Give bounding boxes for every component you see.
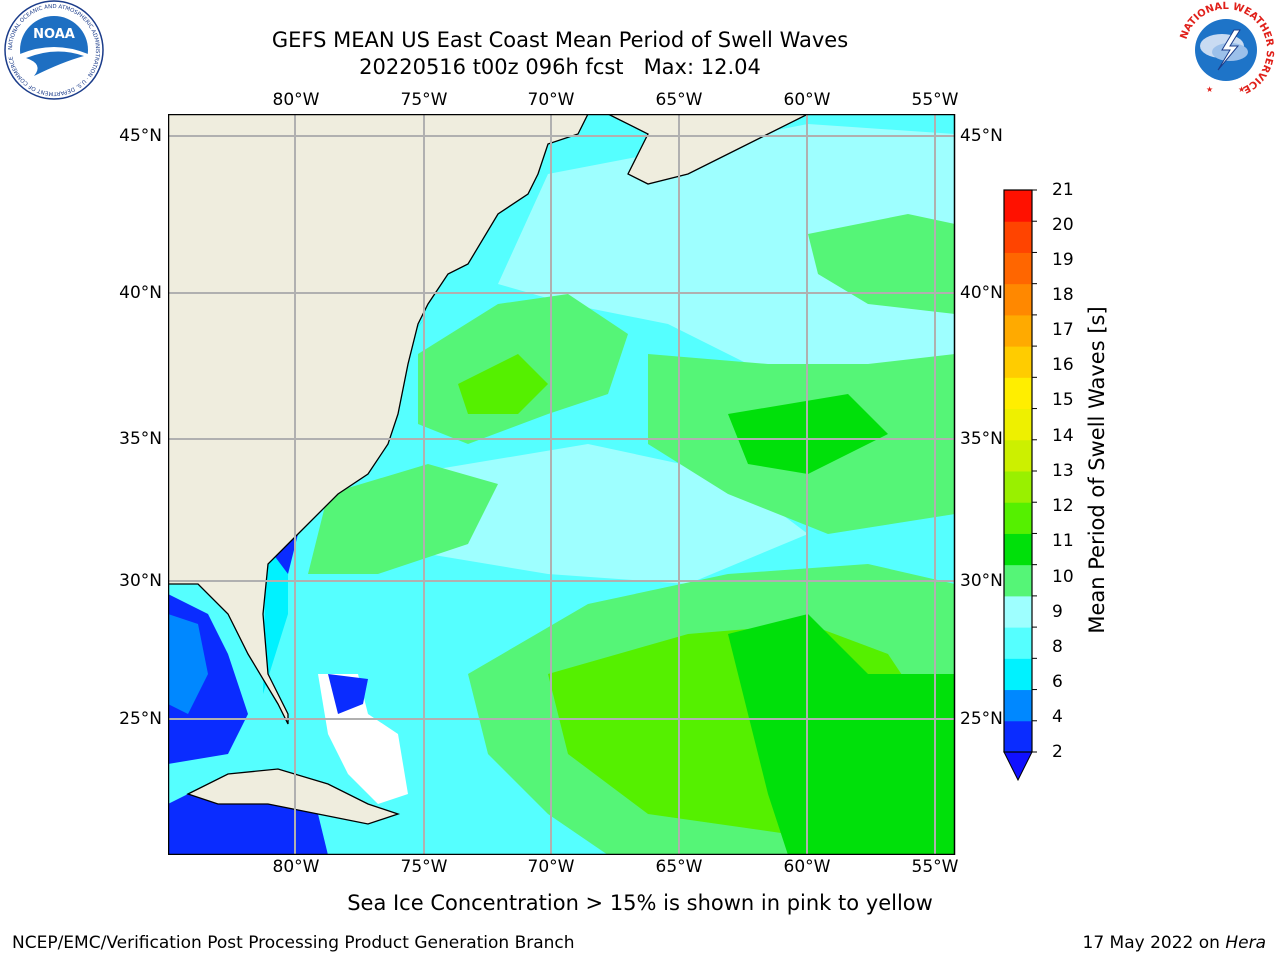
colorbar-segment [1004,190,1032,222]
colorbar-segment [1004,720,1032,753]
land-maritimes [607,114,809,185]
bahamas-low [328,674,368,714]
colorbar-extend-arrow [1003,751,1033,782]
land-us [168,114,589,725]
lat-label-right: 30°N [960,571,1003,591]
colorbar-segment [1004,346,1032,378]
colorbar-segment [1004,502,1032,534]
svg-text:★: ★ [1238,85,1245,94]
noaa-logo: NATIONAL OCEANIC AND ATMOSPHERIC ADMINIS… [4,0,104,100]
gulf-mid [168,614,208,714]
colorbar-tick: 14 [1052,426,1074,446]
lat-label-right: 45°N [960,126,1003,146]
colorbar-tick: 11 [1052,531,1074,551]
chart-title: GEFS MEAN US East Coast Mean Period of S… [271,28,849,52]
colorbar-segment [1004,689,1032,722]
lon-label-top: 70°W [527,90,575,110]
colorbar-tick: 18 [1052,285,1074,305]
lon-label-bottom: 70°W [527,857,575,877]
colorbar-segment [1004,627,1032,659]
colorbar-tick: 8 [1052,637,1063,657]
lat-label-right: 35°N [960,429,1003,449]
colorbar-tick: 19 [1052,250,1074,270]
colorbar-segment [1004,658,1032,691]
colorbar-segment [1004,377,1032,410]
lat-label-left: 25°N [119,709,162,729]
colorbar-tick: 12 [1052,496,1074,516]
colorbar-segment [1004,314,1032,347]
lon-label-bottom: 55°W [911,857,959,877]
lat-label-right: 25°N [960,709,1003,729]
lon-label-bottom: 75°W [400,857,448,877]
colorbar-segment [1004,221,1032,253]
colorbar-segment [1004,533,1032,566]
lat-label-right: 40°N [960,283,1003,303]
colorbar-label: Mean Period of Swell Waves [s] [1085,306,1109,634]
lon-label-top: 75°W [400,90,448,110]
lat-label-left: 35°N [119,429,162,449]
colorbar-tick: 9 [1052,602,1063,622]
contour-10-11-nne [808,214,955,314]
lon-label-top: 65°W [655,90,703,110]
colorbar-segment [1004,283,1032,316]
lon-label-top: 60°W [783,90,831,110]
colorbar-tick: 10 [1052,567,1074,587]
nws-logo: NATIONAL WEATHER SERVICE ★ ★ [1178,1,1275,98]
lat-label-left: 45°N [119,126,162,146]
lon-label-bottom: 60°W [783,857,831,877]
colorbar-segment [1004,439,1032,472]
colorbar [1003,189,1037,782]
colorbar-tick: 17 [1052,320,1074,340]
sea-ice-note: Sea Ice Concentration > 15% is shown in … [347,891,933,915]
colorbar-segment [1004,408,1032,441]
colorbar-segment [1004,252,1032,285]
lat-label-left: 30°N [119,571,162,591]
colorbar-tick: 13 [1052,461,1074,481]
colorbar-tick: 2 [1052,742,1063,762]
colorbar-tick: 21 [1052,180,1074,200]
land-cuba [186,768,401,825]
svg-text:★: ★ [1206,85,1213,94]
lon-label-bottom: 65°W [655,857,703,877]
lat-label-left: 40°N [119,283,162,303]
footer-host: Hera [1225,933,1266,953]
contour-11-12-se [728,614,955,855]
colorbar-tick: 15 [1052,390,1074,410]
colorbar-tick: 6 [1052,672,1063,692]
colorbar-tick: 4 [1052,707,1063,727]
footer-date: 17 May 2022 on Hera [1082,933,1267,953]
graticule [168,114,955,855]
colorbar-segment [1004,564,1032,597]
swell-period-map [168,114,956,855]
lon-label-top: 80°W [272,90,320,110]
colorbar-segment [1004,595,1032,628]
footer-credit: NCEP/EMC/Verification Post Processing Pr… [12,933,575,953]
lon-label-bottom: 80°W [272,857,320,877]
contour-11-12-north [458,354,548,414]
contour-9-10 [498,124,955,434]
contour-10-11-mid [308,464,498,574]
chart-subtitle: 20220516 t00z 096h fcst Max: 12.04 [359,55,761,79]
colorbar-tick: 16 [1052,355,1074,375]
svg-text:NOAA: NOAA [33,27,75,42]
colorbar-segment [1004,471,1032,503]
colorbar-tick: 20 [1052,215,1074,235]
lon-label-top: 55°W [911,90,959,110]
